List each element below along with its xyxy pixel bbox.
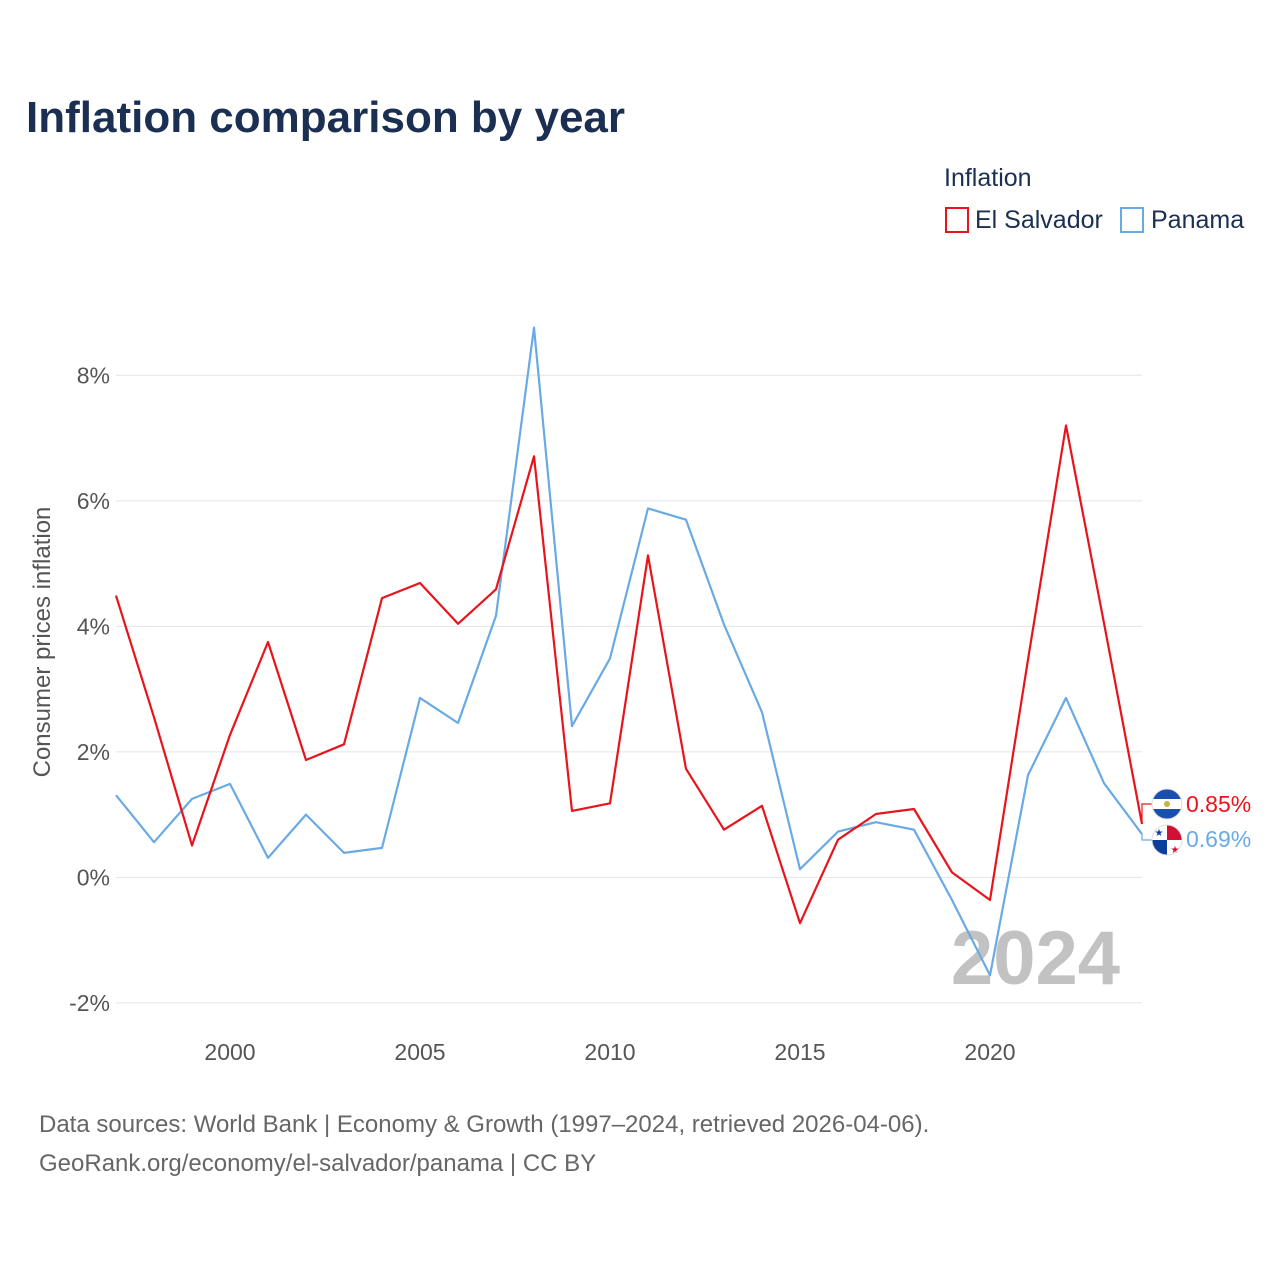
y-axis-ticks: -2% 0% 2% 4% 6% 8% (69, 362, 110, 1016)
legend-label-panama[interactable]: Panama (1151, 206, 1244, 234)
series-lines (114, 326, 1152, 977)
svg-text:★: ★ (1155, 828, 1164, 839)
gridlines (116, 374, 1142, 1004)
y-tick-label: 6% (77, 488, 110, 514)
end-markers: ★ ★ 0.85% 0.69% (1151, 788, 1251, 856)
legend-swatch-el-salvador[interactable] (945, 207, 969, 233)
legend: Inflation El Salvador Panama (944, 164, 1244, 234)
chart-title: Inflation comparison by year (26, 93, 625, 142)
el-salvador-flag-icon (1151, 788, 1183, 820)
x-tick-label: 2005 (394, 1039, 445, 1065)
end-label-panama: 0.69% (1186, 826, 1251, 852)
end-connector (1141, 803, 1152, 825)
series-line-el-salvador[interactable] (114, 424, 1144, 925)
end-label-el-salvador: 0.85% (1186, 791, 1251, 817)
panama-flag-icon: ★ ★ (1151, 824, 1183, 856)
y-tick-label: 8% (77, 362, 110, 388)
y-tick-label: 4% (77, 613, 110, 639)
x-axis-ticks: 2000 2005 2010 2015 2020 (204, 1039, 1015, 1065)
series-line-panama[interactable] (115, 326, 1143, 977)
y-tick-label: 2% (77, 739, 110, 765)
legend-title: Inflation (944, 164, 1032, 192)
x-tick-label: 2010 (584, 1039, 635, 1065)
legend-label-el-salvador[interactable]: El Salvador (975, 206, 1103, 234)
x-tick-label: 2020 (964, 1039, 1015, 1065)
end-connector (1141, 834, 1152, 841)
x-tick-label: 2015 (774, 1039, 825, 1065)
footer-link[interactable]: GeoRank.org/economy/el-salvador/panama |… (39, 1150, 596, 1177)
y-tick-label: 0% (77, 864, 110, 890)
svg-text:★: ★ (1171, 845, 1180, 856)
y-axis-label: Consumer prices inflation (29, 507, 56, 778)
footer-source: Data sources: World Bank | Economy & Gro… (39, 1111, 929, 1138)
y-tick-label: -2% (69, 990, 110, 1016)
year-watermark: 2024 (951, 916, 1120, 1001)
x-tick-label: 2000 (204, 1039, 255, 1065)
legend-swatch-panama[interactable] (1120, 207, 1144, 233)
